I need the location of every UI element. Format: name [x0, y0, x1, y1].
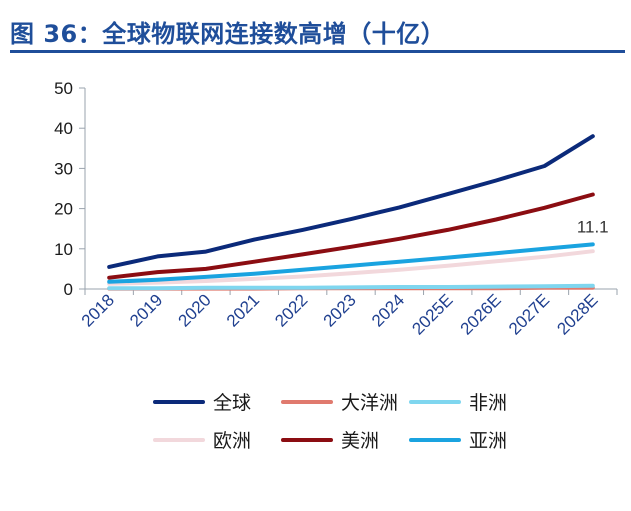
series-line-亚洲: [107, 242, 595, 284]
legend-label: 亚洲: [469, 430, 507, 452]
x-tick-label: 2026E: [457, 290, 505, 338]
y-tick-label: 50: [54, 79, 73, 98]
y-tick-label: 0: [64, 280, 73, 299]
y-tick-label: 30: [54, 159, 73, 178]
chart-annotations: 11.1: [577, 217, 609, 236]
series-line-非洲: [107, 283, 595, 291]
legend-label: 欧洲: [213, 430, 251, 452]
x-tick-label: 2020: [175, 290, 215, 330]
series-line-全球: [107, 134, 595, 269]
x-tick-label: 2024: [368, 290, 408, 330]
x-tick-label: 2027E: [505, 290, 553, 338]
series-line-欧洲: [107, 249, 595, 286]
y-tick-label: 10: [54, 240, 73, 259]
x-tick-label: 2019: [126, 290, 166, 330]
legend-label: 全球: [213, 392, 251, 414]
x-tick-label: 2022: [271, 290, 311, 330]
figure-title: 图 36：全球物联网连接数高增（十亿）: [10, 20, 446, 48]
x-tick-label: 2028E: [553, 290, 601, 338]
legend-label: 大洋洲: [341, 392, 398, 414]
legend-label: 美洲: [341, 430, 379, 452]
x-tick-label: 2025E: [408, 290, 456, 338]
legend-label: 非洲: [469, 392, 507, 414]
series-line-美洲: [107, 192, 595, 280]
x-tick-label: 2023: [320, 290, 360, 330]
title-underline: [10, 50, 625, 53]
y-tick-label: 20: [54, 200, 73, 219]
data-label: 11.1: [577, 217, 609, 236]
chart-series-lines: [107, 134, 595, 291]
x-tick-label: 2018: [78, 290, 118, 330]
y-tick-label: 40: [54, 119, 73, 138]
x-tick-label: 2021: [223, 290, 263, 330]
